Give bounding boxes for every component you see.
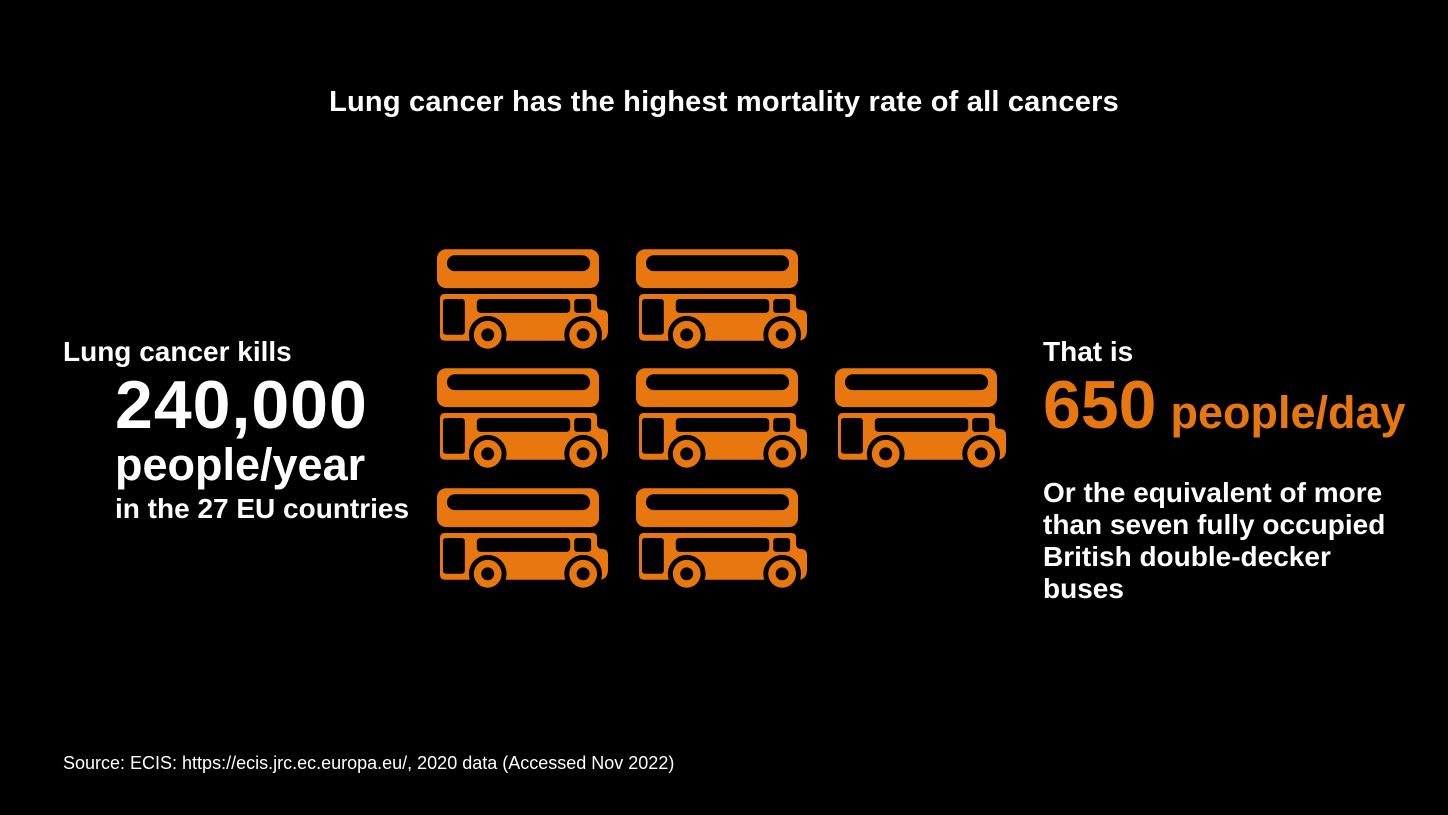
left-stat-unit: people/year [115, 439, 366, 490]
left-stat-value: 240,000 [115, 367, 368, 443]
right-stat-equivalence: Or the equivalent of more than seven ful… [1043, 477, 1386, 604]
double-decker-bus-icon [437, 368, 610, 469]
right-stat-value-row: 650 people/day [1043, 370, 1413, 441]
right-stat-block: That is 650 people/day Or the equivalent… [1043, 336, 1413, 605]
left-stat-block: Lung cancer kills 240,000 people/year in… [63, 336, 409, 525]
double-decker-bus-icon [437, 249, 610, 350]
double-decker-bus-icon [636, 488, 809, 589]
left-stat-scope: in the 27 EU countries [115, 493, 410, 524]
right-stat-unit: people/day [1170, 387, 1406, 438]
double-decker-bus-icon [636, 368, 809, 469]
page-title: Lung cancer has the highest mortality ra… [329, 86, 1119, 118]
right-stat-intro: That is [1043, 336, 1134, 367]
double-decker-bus-icon [835, 368, 1008, 469]
double-decker-bus-icon [437, 488, 610, 589]
double-decker-bus-icon [636, 249, 809, 350]
right-stat-value: 650 [1043, 367, 1157, 443]
source-note: Source: ECIS: https://ecis.jrc.ec.europa… [63, 753, 675, 773]
left-stat-intro: Lung cancer kills [63, 336, 292, 367]
